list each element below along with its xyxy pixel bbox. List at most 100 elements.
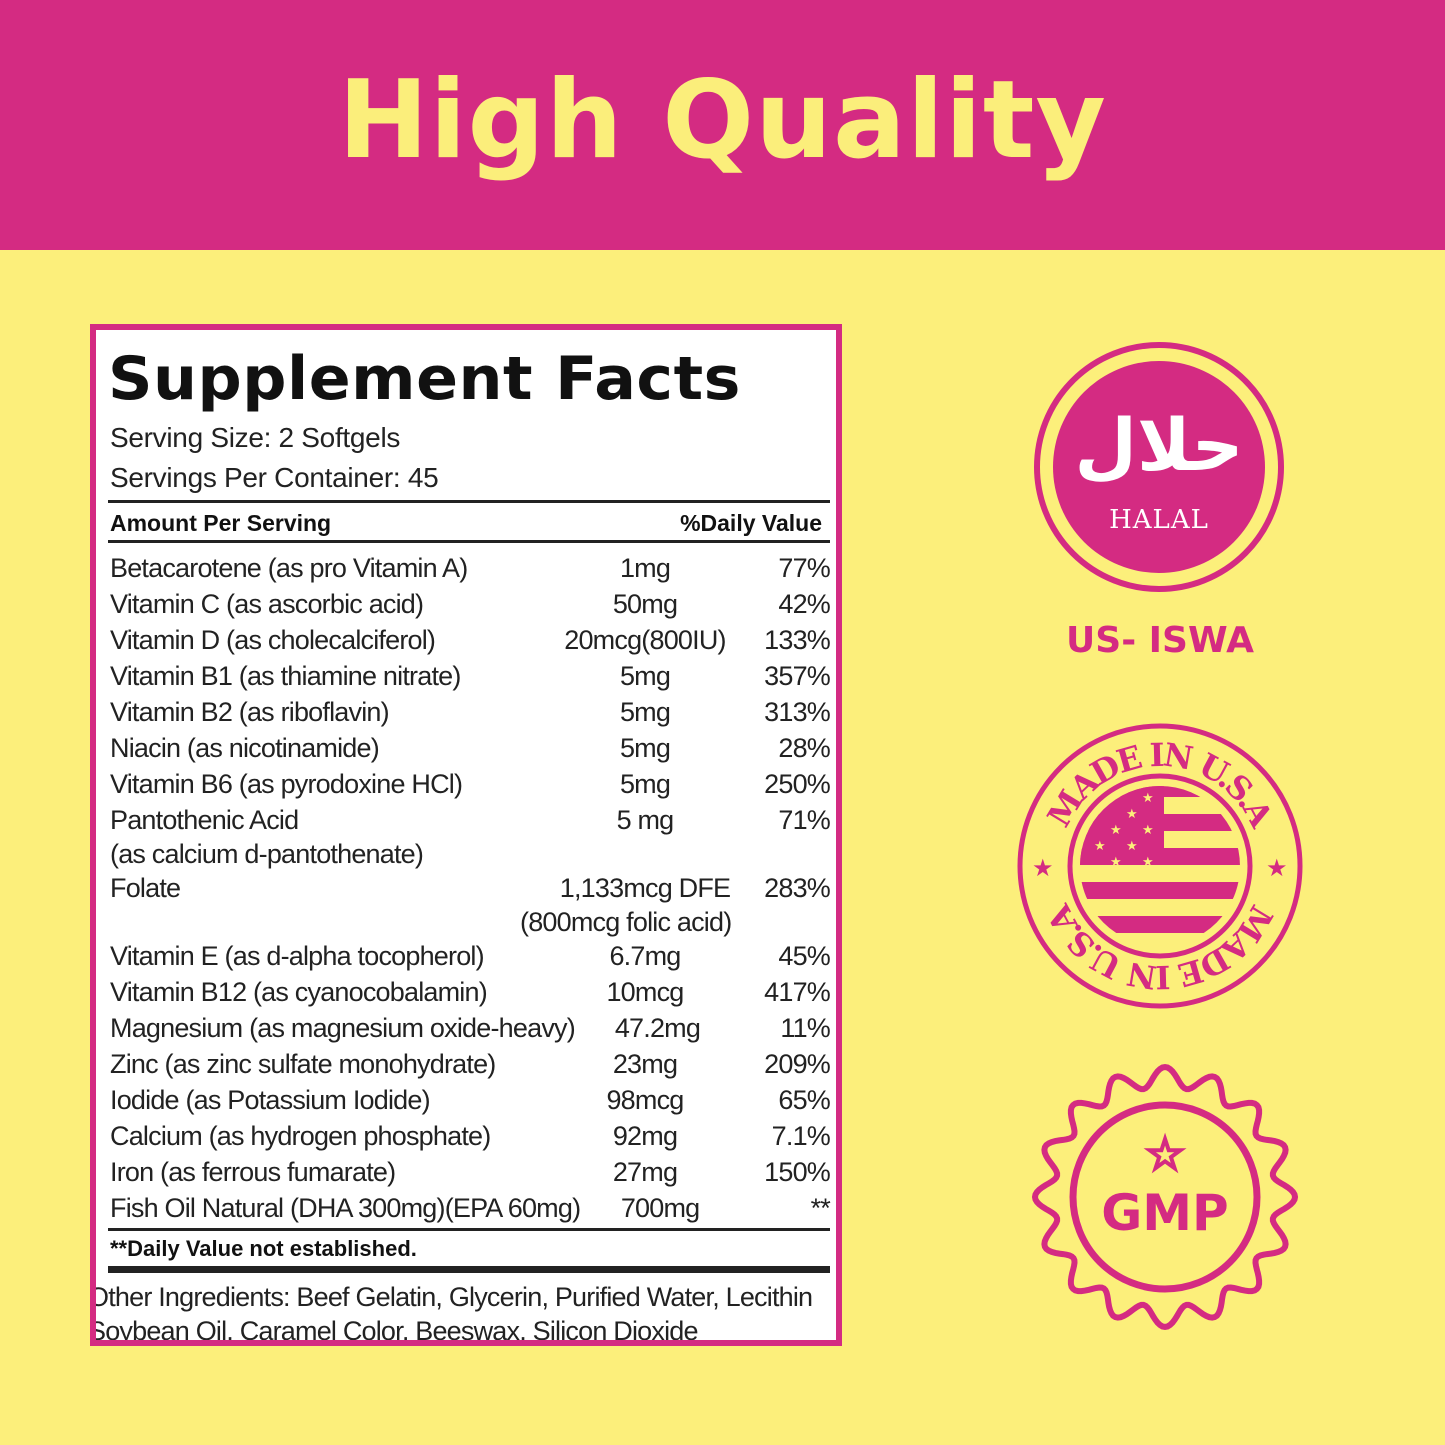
nutrient-daily-value: 313% [764, 697, 831, 727]
servings-per-container: Servings Per Container: 45 [110, 462, 439, 493]
svg-text:★: ★ [1110, 823, 1122, 838]
divider [108, 540, 830, 543]
flag-icon: ★ ★ ★ ★ ★ ★ ★ ★ [1080, 786, 1240, 946]
nutrient-amount: 50mg [612, 589, 678, 619]
halal-certifier: US- ISWA [1066, 620, 1254, 661]
svg-text:★: ★ [1126, 839, 1138, 854]
banner-title: High Quality [338, 57, 1107, 183]
nutrient-daily-value: 150% [764, 1157, 831, 1187]
svg-text:★: ★ [1126, 807, 1138, 822]
nutrient-daily-value: 71% [778, 805, 830, 835]
table-row: Vitamin B1 (as thiamine nitrate) 5mg 357% [110, 658, 831, 694]
table-row: Pantothenic Acid 5 mg 71% [110, 802, 831, 838]
nutrient-daily-value: 7.1% [771, 1121, 831, 1151]
header-amount: Amount Per Serving [110, 510, 332, 536]
table-row: Calcium (as hydrogen phosphate) 92mg 7.1% [110, 1118, 831, 1154]
banner: High Quality [0, 0, 1445, 250]
nutrient-amount: 700mg [620, 1193, 700, 1223]
facts-rows: Betacarotene (as pro Vitamin A) 1mg 77% Vit… [110, 550, 831, 1226]
nutrient-name: Vitamin B1 (as thiamine nitrate) [110, 661, 461, 691]
nutrient-daily-value: 45% [778, 941, 830, 971]
svg-text:★: ★ [1142, 855, 1154, 870]
serving-size: Serving Size: 2 Softgels [110, 422, 401, 453]
nutrient-daily-value: 11% [780, 1013, 830, 1043]
nutrient-amount: 5mg [619, 661, 671, 691]
nutrient-amount: 5mg [619, 697, 671, 727]
svg-text:★: ★ [1110, 855, 1122, 870]
table-row: Betacarotene (as pro Vitamin A) 1mg 77% [110, 550, 831, 586]
header-daily-value: %Daily Value [680, 510, 822, 536]
nutrient-name: Iron (as ferrous fumarate) [110, 1157, 396, 1187]
nutrient-amount: 27mg [612, 1157, 678, 1187]
table-row: Vitamin E (as d-alpha tocopherol) 6.7mg 45… [110, 938, 831, 974]
facts-title: Supplement Facts [108, 344, 741, 414]
table-row-continuation: (800mcg folic acid) [110, 906, 830, 938]
nutrient-name: Vitamin B12 (as cyanocobalamin) [110, 977, 488, 1007]
gmp-seal-edge [1031, 1063, 1299, 1331]
spacer [110, 906, 520, 938]
supplement-facts-panel: Supplement Facts Serving Size: 2 Softgel… [90, 324, 842, 1346]
nutrient-name-detail: (as calcium d-pantothenate) [110, 839, 424, 869]
nutrient-daily-value: 417% [764, 977, 831, 1007]
nutrient-name: Magnesium (as magnesium oxide-heavy) [110, 1013, 576, 1043]
svg-text:★: ★ [1094, 839, 1106, 854]
table-row: Vitamin B12 (as cyanocobalamin) 10mcg 417% [110, 974, 831, 1010]
nutrient-amount: 98mcg [606, 1085, 684, 1115]
svg-text:★: ★ [1142, 823, 1154, 838]
star-icon: ★ [1147, 1132, 1183, 1178]
nutrient-name: Fish Oil Natural (DHA 300mg)(EPA 60mg) [110, 1193, 581, 1223]
nutrient-amount-detail: (800mcg folic acid) [520, 907, 732, 937]
svg-text:★: ★ [1142, 791, 1154, 806]
table-row: Iodide (as Potassium Iodide) 98mcg 65% [110, 1082, 831, 1118]
nutrient-daily-value: 283% [764, 873, 831, 903]
nutrient-amount: 1mg [619, 553, 671, 583]
table-row: Niacin (as nicotinamide) 5mg 28% [110, 730, 831, 766]
nutrient-name: Folate [110, 873, 181, 903]
nutrient-daily-value: 77% [778, 553, 830, 583]
nutrient-name: Vitamin C (as ascorbic acid) [110, 589, 424, 619]
nutrient-amount: 47.2mg [614, 1013, 701, 1043]
halal-label: HALAL [1109, 505, 1209, 535]
usa-inner-ring [1067, 773, 1253, 959]
halal-outer-ring [1034, 342, 1284, 592]
table-row: Vitamin B6 (as pyrodoxine HCl) 5mg 250% [110, 766, 831, 802]
gmp-badge: ★ GMP [1031, 1063, 1299, 1331]
nutrient-amount: 92mg [612, 1121, 678, 1151]
table-row-continuation: (as calcium d-pantothenate) [110, 838, 830, 870]
nutrient-daily-value: 42% [778, 589, 830, 619]
table-row: Folate 1,133mcg DFE 283% [110, 870, 831, 906]
nutrient-daily-value: 209% [764, 1049, 831, 1079]
nutrient-daily-value: ** [810, 1193, 831, 1223]
table-row: Vitamin B2 (as riboflavin) 5mg 313% [110, 694, 831, 730]
nutrient-name: Vitamin B2 (as riboflavin) [110, 697, 390, 727]
nutrient-daily-value: 357% [764, 661, 831, 691]
nutrient-amount: 1,133mcg DFE [559, 873, 731, 903]
nutrient-name: Vitamin D (as cholecalciferol) [110, 625, 436, 655]
table-row: Iron (as ferrous fumarate) 27mg 150% [110, 1154, 831, 1190]
nutrient-name: Pantothenic Acid [110, 805, 299, 835]
spacer [550, 838, 740, 870]
nutrient-name: Vitamin B6 (as pyrodoxine HCl) [110, 769, 463, 799]
nutrient-amount: 20mcg(800IU) [564, 625, 726, 655]
nutrient-amount: 6.7mg [609, 941, 681, 971]
usa-outer-ring [1017, 723, 1303, 1009]
nutrient-amount: 5mg [619, 733, 671, 763]
table-header: Amount Per Serving %Daily Value [110, 510, 822, 537]
table-row: Zinc (as zinc sulfate monohydrate) 23mg 20… [110, 1046, 831, 1082]
thick-divider [108, 1266, 830, 1273]
nutrient-amount: 10mcg [606, 977, 684, 1007]
table-row: Vitamin D (as cholecalciferol) 20mcg(800I… [110, 622, 831, 658]
nutrient-name: Betacarotene (as pro Vitamin A) [110, 553, 468, 583]
halal-arabic-text: حلال [1074, 403, 1243, 487]
nutrient-amount: 5mg [619, 769, 671, 799]
star-icon: ★ [1266, 855, 1288, 882]
divider [108, 1228, 830, 1231]
nutrient-daily-value: 28% [778, 733, 830, 763]
nutrient-daily-value: 133% [764, 625, 831, 655]
halal-badge: حلال HALAL [1034, 342, 1284, 592]
nutrient-daily-value: 65% [778, 1085, 830, 1115]
made-in-usa-badge: ★★★ ★ ★ ★★ ★ MADE IN U.S.A MADE IN U.S.A ★ … [1017, 723, 1303, 1009]
nutrient-name: Iodide (as Potassium Iodide) [110, 1085, 431, 1115]
nutrient-daily-value: 250% [764, 769, 831, 799]
nutrient-name: Vitamin E (as d-alpha tocopherol) [110, 941, 485, 971]
